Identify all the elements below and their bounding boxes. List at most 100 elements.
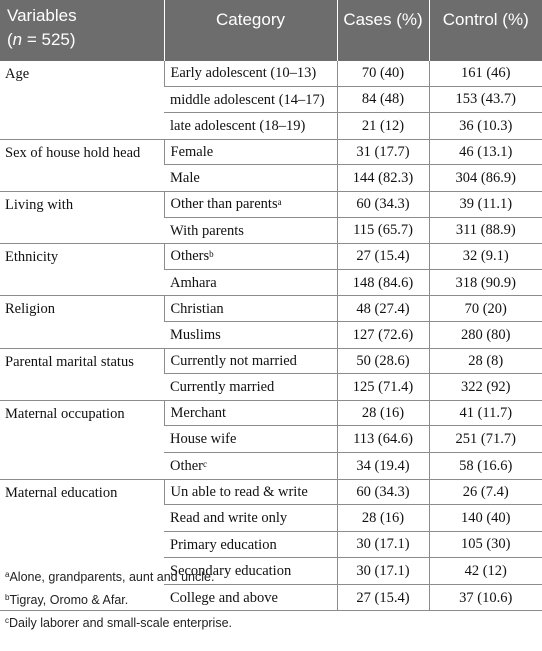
footnotes: aAlone, grandparents, aunt and uncle. bTi… [5,566,232,635]
footnote: cDaily laborer and small-scale enterpris… [5,612,232,635]
table-row: Living with Other than parentsa 60 (34.3) 3… [0,191,542,245]
footnote-marker: a [277,197,282,208]
control-cell: 26 (7.4) [428,479,542,506]
footnote-text: Daily laborer and small-scale enterprise… [9,616,233,630]
footnote-text: Tigray, Oromo & Afar. [9,593,129,607]
cases-cell: 115 (65.7) [336,217,429,245]
table-body: Age Early adolescent (10–13) 70 (40) 161 (4… [0,61,542,612]
control-cell: 140 (40) [428,504,542,532]
table-row: Parental marital status Currently not mar… [0,348,542,401]
table-row: late adolescent (18–19) 21 (12) 36 (10.3) [0,112,542,140]
variable-cell: Religion [0,295,164,349]
header-category: Category [164,0,338,61]
category-label: Muslims [170,326,221,343]
variable-cell: Maternal occupation [0,400,164,480]
control-cell: 70 (20) [428,295,542,322]
control-cell: 28 (8) [428,348,542,375]
category-cell: House wife [164,425,337,453]
category-label: College and above [170,589,278,606]
category-cell: Christian [163,295,337,322]
category-cell: Other than parentsa [163,191,337,218]
category-cell: Read and write only [164,504,337,532]
control-cell: 311 (88.9) [428,217,542,245]
table-row: Religion Christian 48 (27.4) 70 (20) [0,295,542,349]
cases-cell: 60 (34.3) [336,191,429,218]
category-cell: Male [164,164,337,192]
category-cell: late adolescent (18–19) [164,112,337,140]
control-cell: 32 (9.1) [428,243,542,270]
category-cell: middle adolescent (14–17) [164,86,337,114]
category-label: Male [170,170,200,187]
table-row: Male 144 (82.3) 304 (86.9) [0,164,542,192]
cases-cell: 31 (17.7) [336,139,429,166]
footnote-mark: b [5,593,10,602]
table-row: Muslims 127 (72.6) 280 (80) [0,321,542,349]
header-variables: Variables (n = 525) [0,0,165,61]
variable-cell: Maternal education [0,479,164,612]
footnote: bTigray, Oromo & Afar. [5,589,232,612]
table-row: Amhara 148 (84.6) 318 (90.9) [0,269,542,297]
category-label: Currently married [170,379,275,396]
table-row: middle adolescent (14–17) 84 (48) 153 (43.… [0,86,542,114]
table-row: College and above 27 (15.4) 37 (10.6) [0,584,542,612]
category-label: Read and write only [170,510,288,527]
cases-cell: 34 (19.4) [336,452,429,480]
category-label: Female [170,144,214,161]
cases-cell: 30 (17.1) [336,557,429,585]
variable-cell: Ethnicity [0,243,164,297]
footnote-text: Alone, grandparents, aunt and uncle. [9,570,215,584]
variable-cell: Parental marital status [0,348,164,401]
footnote-mark: c [5,616,9,625]
category-label: Other [170,457,204,474]
cases-cell: 84 (48) [336,86,429,114]
table-row: Primary education 30 (17.1) 105 (30) [0,531,542,559]
table-row: Maternal education Un able to read & writ… [0,479,542,612]
cases-cell: 28 (16) [336,504,429,532]
category-label: late adolescent (18–19) [170,118,306,135]
variable-cell: Living with [0,191,164,245]
category-cell: Female [163,139,337,166]
cases-cell: 48 (27.4) [336,295,429,322]
cases-cell: 27 (15.4) [336,243,429,270]
table-row: Otherc 34 (19.4) 58 (16.6) [0,452,542,480]
header-sample-size: (n = 525) [7,30,76,49]
cases-cell: 30 (17.1) [336,531,429,559]
control-cell: 36 (10.3) [428,112,542,140]
category-label: middle adolescent (14–17) [170,91,325,108]
table-row: With parents 115 (65.7) 311 (88.9) [0,217,542,245]
table-row: Maternal occupation Merchant 28 (16) 41 (11… [0,400,542,480]
category-label: With parents [170,222,244,239]
category-cell: Othersb [163,243,337,270]
category-label: Other than parents [170,196,278,213]
table-row: Currently married 125 (71.4) 322 (92) [0,373,542,401]
header-control: Control (%) [429,0,542,61]
footnote-marker: c [203,458,208,469]
cases-cell: 21 (12) [336,112,429,140]
category-label: Others [170,248,210,265]
category-cell: Un able to read & write [163,479,337,506]
category-cell: Amhara [164,269,337,297]
category-cell: Primary education [164,531,337,559]
category-label: Amhara [170,274,217,291]
cases-cell: 125 (71.4) [336,373,429,401]
cases-cell: 70 (40) [336,61,429,87]
header-variables-label: Variables [7,6,77,25]
control-cell: 161 (46) [428,61,542,87]
control-cell: 58 (16.6) [428,452,542,480]
cases-cell: 113 (64.6) [336,425,429,453]
data-table: Variables (n = 525) Category Cases (%) C… [0,0,542,612]
category-cell: Early adolescent (10–13) [163,61,337,87]
category-cell: Otherc [164,452,337,480]
category-label: Christian [170,300,224,317]
cases-cell: 28 (16) [336,400,429,427]
footnote-mark: a [5,570,10,579]
category-label: House wife [170,431,237,448]
category-cell: College and above [164,584,337,612]
table-row: Sex of house hold head Female 31 (17.7) 46 … [0,139,542,192]
cases-cell: 50 (28.6) [336,348,429,375]
control-cell: 39 (11.1) [428,191,542,218]
category-label: Merchant [170,405,227,422]
category-cell: Merchant [163,400,337,427]
category-cell: Currently not married [163,348,337,375]
control-cell: 105 (30) [428,531,542,559]
